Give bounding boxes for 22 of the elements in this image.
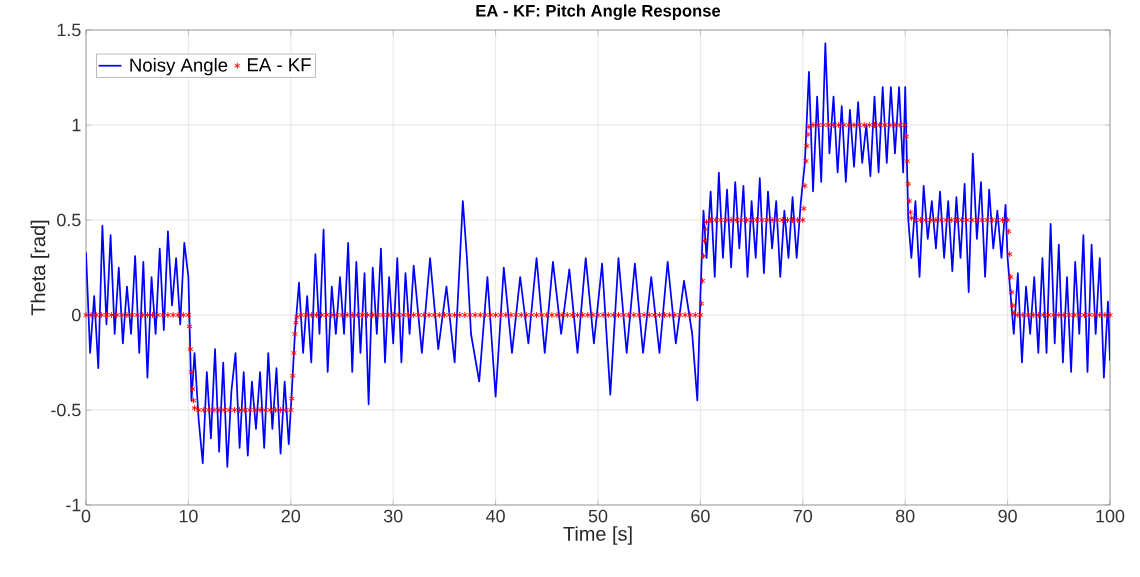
- x-tick-label: 40: [486, 509, 505, 523]
- y-tick-label: 1.5: [57, 23, 81, 37]
- x-tick-label: 30: [383, 509, 403, 523]
- x-tick-label: 60: [691, 509, 710, 523]
- x-tick-label: 20: [281, 509, 301, 523]
- legend-label: Noisy Angle: [130, 57, 228, 76]
- x-tick-label: 10: [179, 509, 198, 523]
- y-tick-label: -0.5: [51, 403, 81, 417]
- y-tick-label: -1: [66, 498, 81, 512]
- x-axis-title: Time [s]: [563, 526, 632, 545]
- x-tick-label: 100: [1096, 509, 1125, 523]
- y-axis-title: Theta [rad]: [30, 220, 50, 316]
- x-tick-label: 0: [81, 509, 91, 523]
- chart-title: EA - KF: Pitch Angle Response: [476, 4, 721, 20]
- x-tick-label: 80: [896, 509, 915, 523]
- y-tick-label: 0.5: [57, 213, 81, 227]
- legend-label: EA - KF: [247, 58, 311, 72]
- y-tick-label: 1: [72, 118, 81, 132]
- x-tick-label: 90: [998, 509, 1017, 523]
- x-tick-label: 50: [588, 509, 608, 523]
- y-tick-label: 0: [72, 308, 81, 322]
- x-tick-label: 70: [793, 509, 813, 523]
